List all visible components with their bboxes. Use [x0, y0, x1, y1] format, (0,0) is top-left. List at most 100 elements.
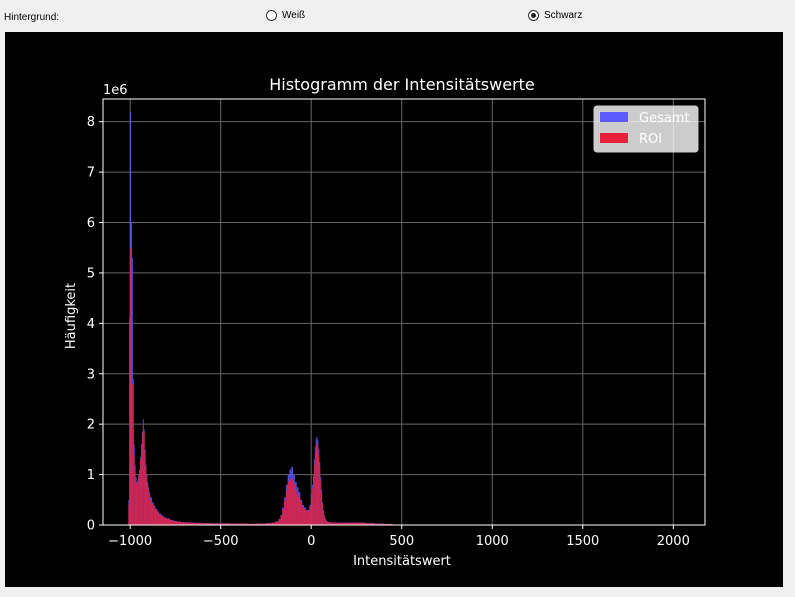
bar-roi [307, 510, 310, 525]
bar-roi [324, 518, 326, 525]
y-tick-label: 8 [87, 115, 95, 130]
bar-roi [282, 509, 285, 525]
bar-roi [211, 523, 221, 525]
bar-roi [347, 522, 357, 525]
y-tick-label: 6 [87, 216, 95, 231]
bar-roi [149, 494, 151, 525]
bar-roi [280, 515, 283, 525]
bar-roi [247, 523, 257, 525]
bar-roi [296, 493, 299, 525]
bar-roi [278, 519, 281, 525]
bar-roi [136, 483, 138, 525]
bar-roi [340, 522, 344, 525]
plot-canvas: −1000 −500 0 500 1000 1500 2000 0 1 2 3 4 5 6 7 8 Hist… [5, 32, 783, 587]
bar-roi [143, 431, 145, 525]
bar-roi [160, 515, 163, 525]
bar-roi [325, 520, 327, 525]
bar-roi [365, 523, 375, 525]
y-offset-label: 1e6 [103, 83, 128, 98]
radio-weiss-label[interactable]: Weiß [282, 10, 306, 21]
bar-roi [298, 497, 301, 525]
bar-roi [329, 522, 332, 525]
bar-roi [294, 489, 297, 525]
bar-roi [285, 490, 288, 525]
radio-schwarz-label[interactable]: Schwarz [544, 10, 583, 21]
bar-roi [229, 523, 239, 525]
bar-roi [305, 510, 308, 525]
bar-roi [302, 506, 304, 525]
bar-roi [164, 517, 167, 525]
y-axis-ticks: 0 1 2 3 4 5 6 7 8 [87, 115, 103, 534]
bar-roi [157, 512, 160, 525]
bar-roi [315, 444, 317, 525]
x-tick-label: −500 [203, 534, 239, 549]
bar-roi [155, 509, 158, 525]
bar-roi [284, 500, 286, 525]
chart-title: Histogramm der Intensitätswerte [269, 75, 535, 94]
y-tick-label: 7 [87, 166, 95, 181]
bar-roi [303, 508, 306, 525]
bar-roi [129, 318, 131, 525]
bar-roi [356, 522, 366, 525]
bar-roi [193, 522, 203, 525]
bar-roi [322, 503, 323, 525]
bar-roi [166, 518, 170, 525]
legend-swatch-roi [600, 133, 628, 143]
bar-roi [300, 502, 303, 525]
bar-roi [202, 523, 212, 525]
radio-schwarz-indicator[interactable] [528, 10, 539, 21]
bar-roi [313, 464, 315, 525]
bar-roi [328, 522, 330, 525]
bar-roi [326, 521, 328, 525]
toolbar: Hintergrund: Weiß Schwarz [0, 0, 795, 32]
bar-roi [184, 522, 189, 525]
y-tick-label: 3 [87, 367, 95, 382]
bar-roi [151, 503, 154, 525]
bar-roi [135, 482, 137, 525]
x-tick-label: 500 [389, 534, 414, 549]
bar-roi [153, 507, 156, 525]
radio-weiss[interactable]: Weiß [266, 10, 305, 21]
bar-roi [169, 520, 174, 525]
radio-weiss-indicator[interactable] [266, 10, 277, 21]
bar-roi [313, 478, 314, 525]
bar-roi [139, 469, 141, 525]
radio-schwarz[interactable]: Schwarz [528, 10, 582, 21]
bar-roi [132, 429, 134, 525]
bar-roi [327, 521, 329, 525]
bar-roi [318, 455, 320, 525]
bar-roi [316, 443, 318, 525]
y-tick-label: 1 [87, 468, 95, 483]
x-axis-ticks: −1000 −500 0 500 1000 1500 2000 [108, 525, 690, 549]
bar-roi [220, 523, 230, 525]
bar-roi [332, 522, 337, 525]
bar-roi [142, 424, 144, 525]
y-tick-label: 0 [87, 519, 95, 534]
bar-roi [148, 489, 150, 525]
bar-roi [331, 522, 333, 525]
bar-roi [180, 522, 185, 525]
y-tick-label: 2 [87, 418, 95, 433]
bar-roi [173, 521, 178, 525]
bar-roi [271, 522, 275, 525]
bar-roi [130, 247, 132, 525]
bar-roi [265, 523, 272, 525]
window-edge [783, 32, 795, 597]
x-tick-label: 2000 [657, 534, 690, 549]
bar-roi [275, 521, 279, 525]
bar-roi [140, 459, 142, 525]
bar-roi [162, 516, 165, 525]
bar-roi [147, 484, 149, 525]
bar-roi [322, 510, 324, 525]
bar-roi [150, 499, 152, 525]
bar-roi [141, 434, 143, 525]
legend-swatch-gesamt [600, 112, 628, 122]
bar-roi [317, 446, 319, 525]
bar-roi [144, 451, 146, 525]
bar-roi [319, 467, 321, 525]
y-tick-label: 5 [87, 266, 95, 281]
bar-roi [291, 479, 294, 525]
bar-roi [141, 446, 142, 525]
x-tick-label: 0 [307, 534, 315, 549]
bar-roi [321, 492, 323, 525]
